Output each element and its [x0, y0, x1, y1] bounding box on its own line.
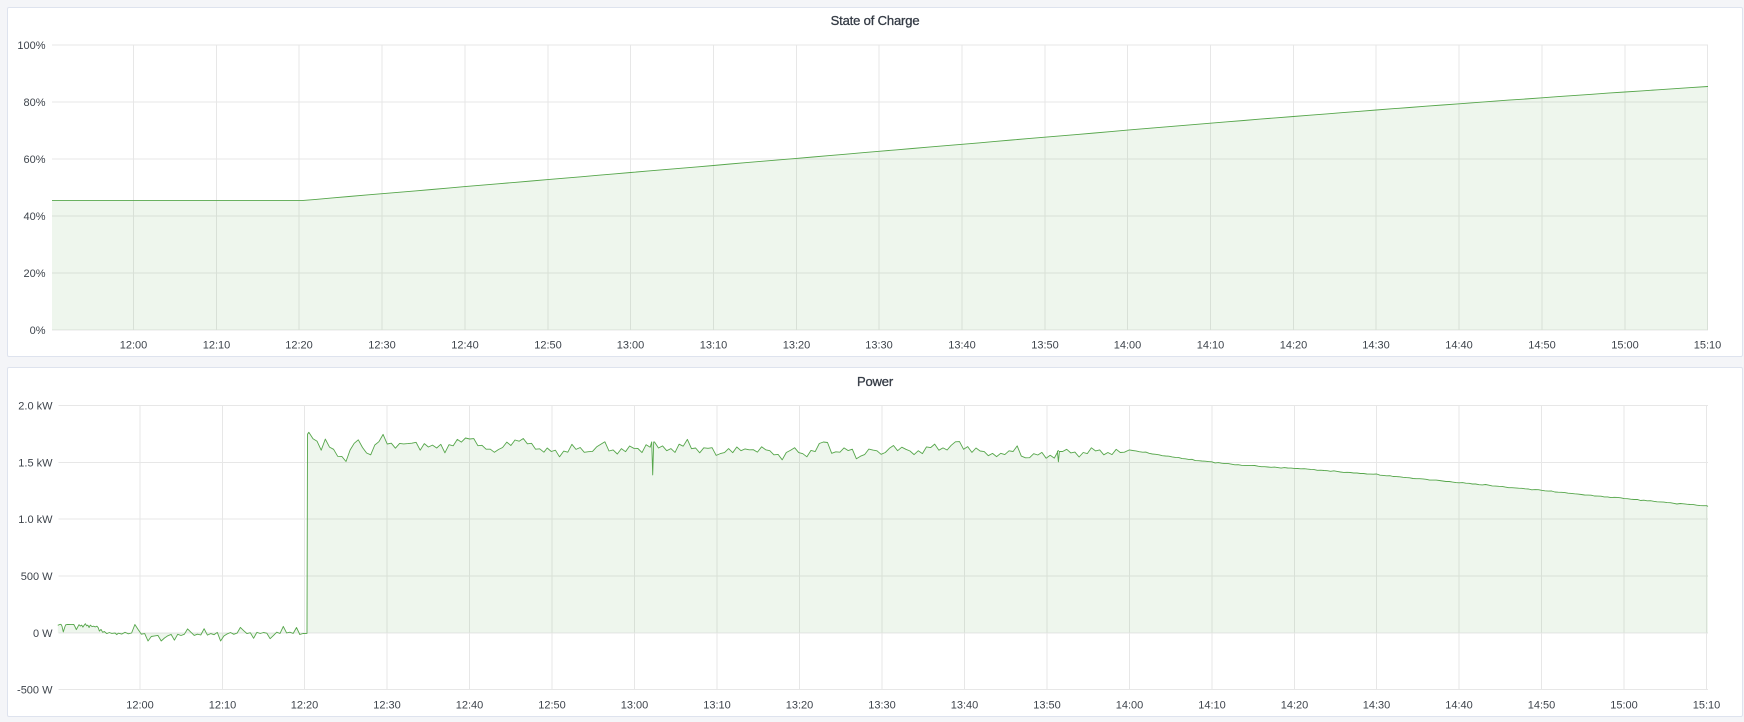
svg-text:15:10: 15:10 [1694, 340, 1722, 352]
svg-text:13:00: 13:00 [621, 700, 649, 712]
svg-text:13:20: 13:20 [786, 700, 814, 712]
svg-text:20%: 20% [23, 268, 45, 280]
svg-text:12:30: 12:30 [368, 340, 396, 352]
svg-text:14:50: 14:50 [1528, 340, 1556, 352]
svg-text:13:10: 13:10 [703, 700, 731, 712]
svg-text:14:30: 14:30 [1362, 340, 1390, 352]
svg-text:13:10: 13:10 [700, 340, 728, 352]
svg-text:40%: 40% [23, 211, 45, 223]
svg-text:12:30: 12:30 [373, 700, 401, 712]
svg-text:12:50: 12:50 [534, 340, 562, 352]
svg-text:1.0 kW: 1.0 kW [18, 514, 53, 526]
svg-text:15:00: 15:00 [1611, 340, 1639, 352]
svg-text:14:50: 14:50 [1528, 700, 1556, 712]
svg-text:13:30: 13:30 [868, 700, 896, 712]
svg-text:14:20: 14:20 [1281, 700, 1309, 712]
svg-text:1.5 kW: 1.5 kW [18, 457, 53, 469]
svg-text:14:20: 14:20 [1280, 340, 1308, 352]
svg-text:13:50: 13:50 [1033, 700, 1061, 712]
svg-text:14:10: 14:10 [1198, 700, 1226, 712]
svg-text:13:40: 13:40 [948, 340, 976, 352]
svg-text:14:40: 14:40 [1445, 340, 1473, 352]
svg-text:60%: 60% [23, 154, 45, 166]
svg-text:15:10: 15:10 [1693, 700, 1721, 712]
svg-text:14:30: 14:30 [1363, 700, 1391, 712]
svg-text:12:00: 12:00 [120, 340, 148, 352]
svg-text:12:40: 12:40 [456, 700, 484, 712]
svg-text:13:50: 13:50 [1031, 340, 1059, 352]
svg-text:13:30: 13:30 [865, 340, 893, 352]
svg-text:14:40: 14:40 [1445, 700, 1473, 712]
svg-text:12:50: 12:50 [538, 700, 566, 712]
svg-text:12:10: 12:10 [209, 700, 237, 712]
svg-text:13:40: 13:40 [951, 700, 979, 712]
svg-text:0%: 0% [30, 325, 46, 337]
svg-text:13:00: 13:00 [617, 340, 645, 352]
svg-text:0 W: 0 W [33, 628, 53, 640]
svg-text:12:40: 12:40 [451, 340, 479, 352]
svg-text:100%: 100% [17, 40, 45, 52]
svg-text:13:20: 13:20 [783, 340, 811, 352]
svg-text:14:00: 14:00 [1114, 340, 1142, 352]
svg-text:14:10: 14:10 [1197, 340, 1225, 352]
svg-text:15:00: 15:00 [1610, 700, 1638, 712]
svg-text:12:20: 12:20 [291, 700, 319, 712]
svg-text:500 W: 500 W [21, 571, 53, 583]
svg-text:12:10: 12:10 [203, 340, 231, 352]
svg-text:80%: 80% [23, 97, 45, 109]
svg-text:14:00: 14:00 [1116, 700, 1144, 712]
svg-text:2.0 kW: 2.0 kW [18, 400, 53, 412]
svg-text:12:00: 12:00 [126, 700, 154, 712]
svg-text:12:20: 12:20 [285, 340, 313, 352]
svg-text:-500 W: -500 W [17, 684, 53, 696]
